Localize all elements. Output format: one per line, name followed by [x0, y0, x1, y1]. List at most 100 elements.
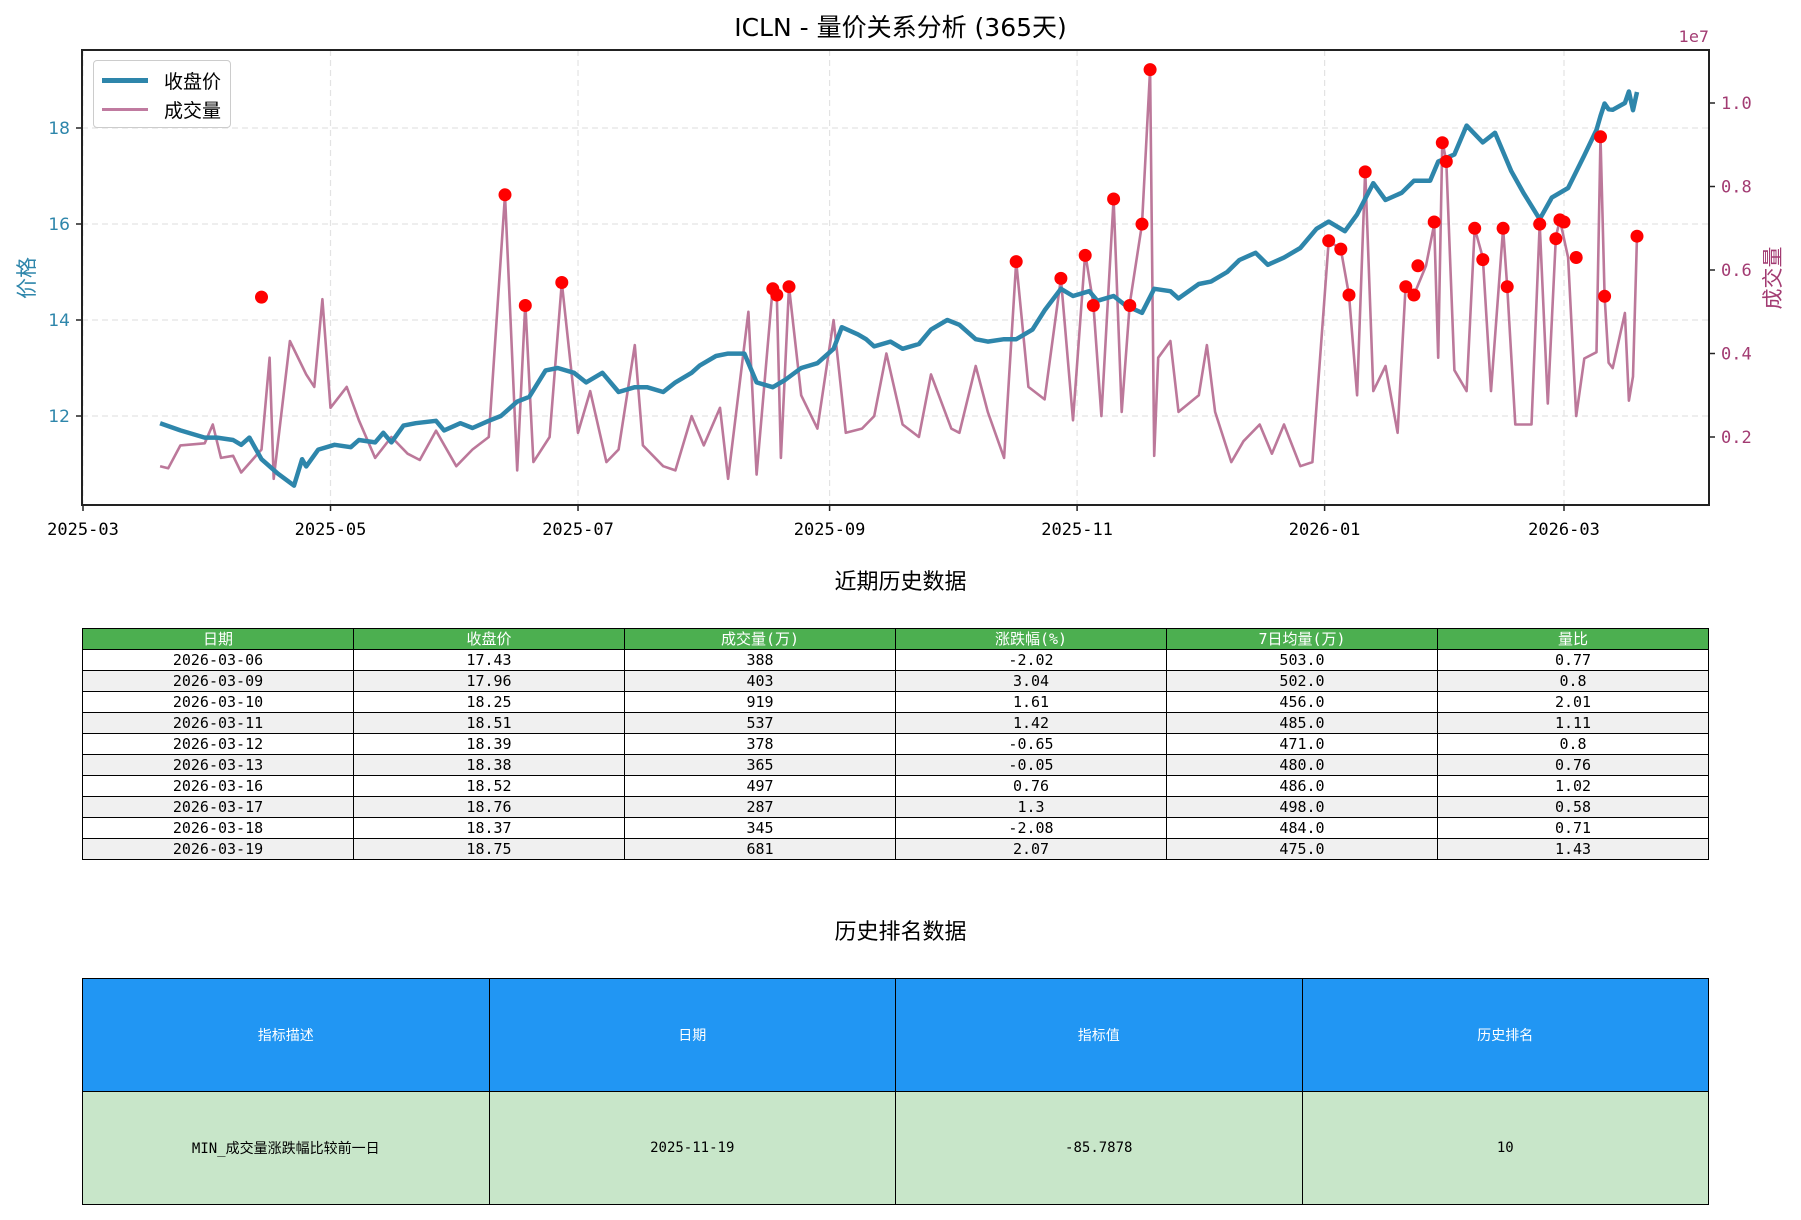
volume-spike-dot [1569, 251, 1583, 264]
table-cell: 1.42 [895, 712, 1167, 734]
column-header: 涨跌幅(%) [895, 628, 1167, 650]
table-cell: 484.0 [1166, 817, 1438, 839]
table-cell: 0.58 [1437, 796, 1709, 818]
x-tick-label: 2026-03 [1528, 520, 1600, 540]
table-cell: 2026-03-17 [82, 796, 354, 818]
legend-item-volume: 成交量 [102, 96, 221, 122]
table-cell: 537 [624, 712, 896, 734]
recent-data-title: 近期历史数据 [834, 570, 967, 595]
table-cell: 0.76 [895, 775, 1167, 797]
table-cell: 1.43 [1437, 838, 1709, 860]
table-cell: 2026-03-06 [82, 649, 354, 671]
table-cell: 18.38 [353, 754, 625, 776]
table-cell: 18.76 [353, 796, 625, 818]
volume-spike-dot [1594, 130, 1607, 144]
table-row: 2026-03-09 17.96 403 3.04 502.0 0.8 [82, 670, 1709, 692]
volume-spike-dot [782, 280, 796, 294]
y-tick-label-right: 1.0 [1721, 94, 1752, 114]
grid-lines [82, 50, 1709, 505]
x-tick-label: 2025-07 [542, 520, 614, 540]
right-axis-multiplier: 1e7 [1679, 27, 1709, 46]
y-tick-label-right: 0.6 [1721, 261, 1752, 281]
x-tick-label: 2025-05 [295, 520, 367, 540]
table-cell: 287 [624, 796, 896, 818]
y-tick-label-left: 12 [48, 407, 70, 427]
volume-spike-dot [1435, 136, 1449, 150]
table-cell: 2.07 [895, 838, 1167, 860]
column-header: 历史排名 [1301, 978, 1709, 1092]
table-row: 2026-03-10 18.25 919 1.61 456.0 2.01 [82, 691, 1709, 713]
volume-spike-dot [1411, 259, 1425, 273]
table-cell: -2.02 [895, 649, 1167, 671]
table-cell: 0.77 [1437, 649, 1709, 671]
rank-data-title: 历史排名数据 [834, 920, 967, 945]
volume-spike-dot [1358, 165, 1372, 179]
table-row: 2026-03-16 18.52 497 0.76 486.0 1.02 [82, 775, 1709, 797]
volume-spike-dot [1439, 155, 1453, 168]
column-header: 指标值 [895, 978, 1303, 1092]
table-cell: 18.37 [353, 817, 625, 839]
volume-spike-dot [1496, 221, 1510, 235]
table-row: 2026-03-18 18.37 345 -2.08 484.0 0.71 [82, 817, 1709, 839]
x-tick-label: 2025-11 [1041, 520, 1113, 540]
volume-spike-dot [1143, 63, 1157, 77]
table-cell: 17.43 [353, 649, 625, 671]
price-swatch-icon [102, 77, 148, 83]
chart-legend: 收盘价 成交量 [93, 60, 231, 128]
table-cell: 503.0 [1166, 649, 1438, 671]
table-cell: 681 [624, 838, 896, 860]
table-cell: 17.96 [353, 670, 625, 692]
table-cell: 365 [624, 754, 896, 776]
volume-spike-dot [1476, 253, 1490, 267]
table-cell: 1.61 [895, 691, 1167, 713]
volume-polyline [159, 68, 1639, 481]
table-cell: 2026-03-11 [82, 712, 354, 734]
volume-line [159, 68, 1639, 481]
table-cell: 0.8 [1437, 670, 1709, 692]
table-cell: 3.04 [895, 670, 1167, 692]
table-cell: 1.3 [895, 796, 1167, 818]
table-cell: MIN_成交量涨跌幅比较前一日 [82, 1091, 490, 1205]
table-cell: 1.02 [1437, 775, 1709, 797]
table-cell: 18.51 [353, 712, 625, 734]
chart-title: ICLN - 量价关系分析 (365天) [734, 13, 1067, 42]
column-header: 7日均量(万) [1166, 628, 1438, 650]
table-cell: 486.0 [1166, 775, 1438, 797]
table-cell: -0.05 [895, 754, 1167, 776]
table-cell: 403 [624, 670, 896, 692]
column-header: 指标描述 [82, 978, 490, 1092]
table-cell: -2.08 [895, 817, 1167, 839]
volume-spike-dot [1054, 271, 1068, 285]
volume-spike-dot [1630, 229, 1644, 243]
volume-spike-dot [1557, 215, 1571, 229]
table-cell: 18.25 [353, 691, 625, 713]
volume-spike-dot [1468, 221, 1482, 235]
y-tick-label-right: 0.8 [1721, 178, 1752, 198]
table-cell: 2026-03-19 [82, 838, 354, 860]
column-header: 日期 [82, 628, 354, 650]
volume-spike-dot [770, 288, 784, 302]
table-cell: 497 [624, 775, 896, 797]
table-cell: 18.39 [353, 733, 625, 755]
table-row: 2026-03-13 18.38 365 -0.05 480.0 0.76 [82, 754, 1709, 776]
table-cell: 18.52 [353, 775, 625, 797]
volume-spike-dot [1135, 217, 1149, 231]
y-tick-label-left: 14 [48, 311, 70, 331]
volume-spike-dot [255, 290, 268, 304]
table-cell: -0.65 [895, 733, 1167, 755]
table-row: 2026-03-06 17.43 388 -2.02 503.0 0.77 [82, 649, 1709, 671]
table-cell: 502.0 [1166, 670, 1438, 692]
volume-spike-dot [1427, 215, 1441, 229]
table-cell: 0.76 [1437, 754, 1709, 776]
y-tick-label-left: 16 [48, 215, 70, 235]
volume-spike-dot [1342, 288, 1356, 302]
axes: 2025-03 2025-05 2025-07 2025-09 2025-11 2026-… [15, 27, 1785, 540]
table-header-row: 日期 收盘价 成交量(万) 涨跌幅(%) 7日均量(万) 量比 [82, 628, 1709, 650]
volume-swatch-icon [102, 107, 148, 111]
table-row: 2026-03-12 18.39 378 -0.65 471.0 0.8 [82, 733, 1709, 755]
volume-spike-dot [555, 276, 569, 289]
y-tick-label-right: 0.2 [1721, 428, 1752, 448]
table-cell: 2.01 [1437, 691, 1709, 713]
legend-item-price: 收盘价 [102, 67, 221, 93]
table-row: 2026-03-11 18.51 537 1.42 485.0 1.11 [82, 712, 1709, 734]
